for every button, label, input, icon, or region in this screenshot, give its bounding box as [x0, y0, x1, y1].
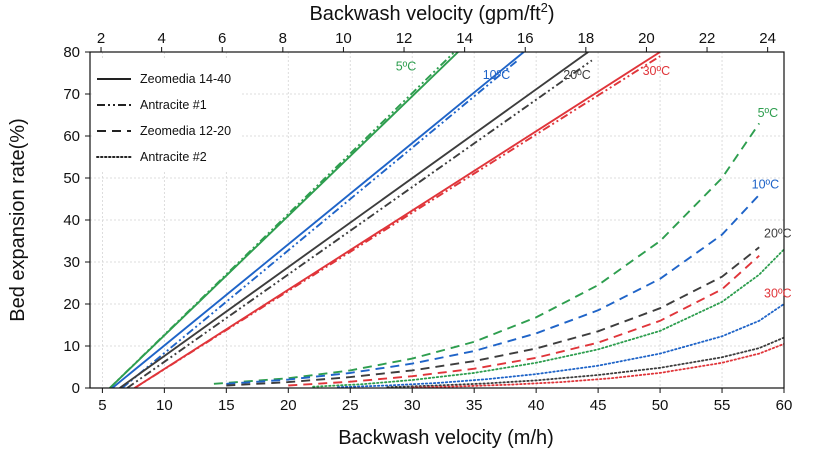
series-line-zeomedia-12-20-20-c — [226, 246, 760, 387]
y-tick-label: 40 — [63, 212, 80, 229]
series-lines — [109, 52, 784, 388]
temperature-label: 20ºC — [764, 226, 792, 240]
x2-tick-label: 4 — [157, 30, 165, 47]
temperature-annotations: 5ºC 10ºC 20ºC 30ºC 5ºC 10ºC 20ºC 30ºC — [396, 60, 792, 301]
x2-axis-title-base: Backwash velocity (gpm/ft — [309, 3, 541, 25]
series-line-antracite-2-10-c — [336, 303, 784, 388]
series-line-antracite-1-5-c — [109, 52, 456, 388]
x2-tick-label: 18 — [577, 30, 594, 47]
legend: Zeomedia 14-40 Antracite #1 Zeomedia 12-20… — [92, 60, 242, 171]
x2-tick-label: 10 — [335, 30, 352, 47]
x-tick-label: 5 — [98, 397, 106, 414]
series-line-zeomedia-14-40-10-c — [111, 52, 525, 388]
x-tick-label: 25 — [342, 397, 359, 414]
series-line-antracite-1-10-c — [121, 59, 519, 388]
x2-tick-label: 20 — [638, 30, 655, 47]
legend-label: Zeomedia 12-20 — [140, 124, 231, 138]
x-tick-label: 50 — [652, 397, 669, 414]
x2-tick-label: 24 — [759, 30, 776, 47]
temperature-label: 30ºC — [643, 64, 671, 78]
x-tick-label: 15 — [218, 397, 235, 414]
series-line-antracite-2-5-c — [312, 248, 784, 388]
series-line-zeomedia-12-20-10-c — [226, 194, 760, 385]
y-axis-title: Bed expansion rate(%) — [7, 118, 29, 321]
y-tick-label: 0 — [72, 380, 80, 397]
y-tick-label: 30 — [63, 254, 80, 271]
legend-label: Antracite #2 — [140, 150, 207, 164]
axis-ticks: 5 10 15 20 25 30 35 40 45 50 55 60 0 10 20 30 40 50 60 70 80… — [63, 30, 792, 414]
series-line-zeomedia-14-40-20-c — [119, 52, 589, 388]
temperature-label: 5ºC — [758, 106, 779, 120]
y-tick-label: 70 — [63, 86, 80, 103]
y-tick-label: 50 — [63, 170, 80, 187]
temperature-label: 20ºC — [563, 68, 591, 82]
x-tick-label: 30 — [404, 397, 421, 414]
x2-axis-title-end: ) — [548, 3, 555, 25]
temperature-label: 30ºC — [764, 287, 792, 301]
series-line-zeomedia-12-20-5-c — [213, 122, 760, 385]
temperature-label: 10ºC — [752, 177, 780, 191]
temperature-label: 5ºC — [396, 60, 417, 74]
y-tick-label: 10 — [63, 338, 80, 355]
x2-tick-label: 8 — [279, 30, 287, 47]
x-tick-label: 45 — [590, 397, 607, 414]
x2-tick-label: 12 — [396, 30, 413, 47]
x2-axis-title: Backwash velocity (gpm/ft2) — [309, 0, 554, 25]
series-line-antracite-1-30-c — [134, 55, 661, 388]
y-tick-label: 60 — [63, 128, 80, 145]
x2-tick-label: 2 — [97, 30, 105, 47]
series-line-antracite-2-20-c — [386, 336, 784, 388]
series-line-zeomedia-12-20-30-c — [288, 254, 760, 387]
x-tick-label: 10 — [156, 397, 173, 414]
series-line-zeomedia-14-40-30-c — [134, 52, 661, 388]
x2-axis-title-superscript: 2 — [541, 0, 548, 15]
y-tick-label: 20 — [63, 296, 80, 313]
x2-tick-label: 22 — [699, 30, 716, 47]
x-tick-label: 20 — [280, 397, 297, 414]
x2-tick-label: 6 — [218, 30, 226, 47]
x-tick-label: 60 — [776, 397, 793, 414]
legend-label: Zeomedia 14-40 — [140, 72, 231, 86]
legend-label: Antracite #1 — [140, 98, 207, 112]
series-line-antracite-2-30-c — [411, 342, 784, 388]
x2-tick-label: 16 — [517, 30, 534, 47]
x-axis-title: Backwash velocity (m/h) — [338, 427, 554, 449]
x-tick-label: 35 — [466, 397, 483, 414]
series-line-antracite-1-20-c — [126, 59, 593, 388]
x-tick-label: 55 — [714, 397, 731, 414]
temperature-label: 10ºC — [483, 68, 511, 82]
y-tick-label: 80 — [63, 44, 80, 61]
x-tick-label: 40 — [528, 397, 545, 414]
x2-tick-label: 14 — [456, 30, 473, 47]
